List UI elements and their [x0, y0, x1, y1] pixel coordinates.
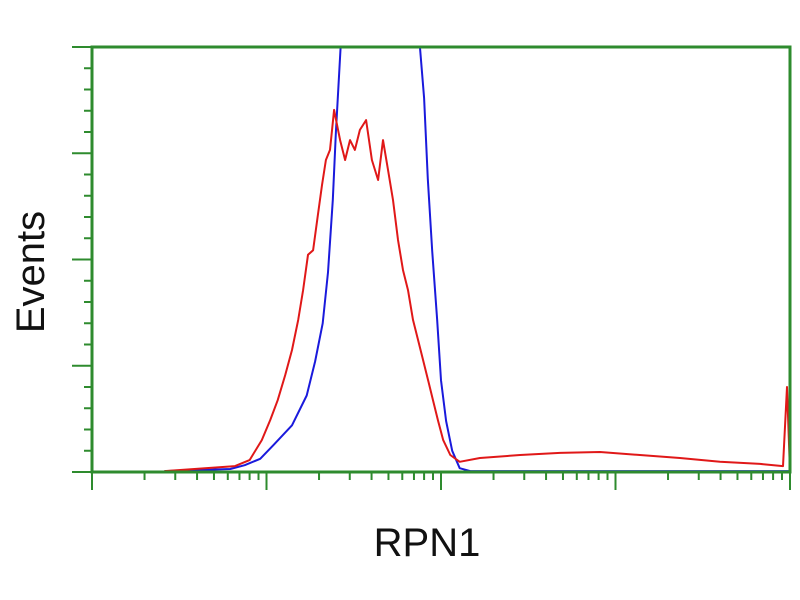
- plot-frame: [90, 45, 792, 474]
- series-line-blue: [164, 47, 790, 472]
- y-axis-label: Events: [9, 211, 53, 333]
- axis-ticks: [72, 46, 791, 490]
- x-axis-label: RPN1: [374, 521, 481, 565]
- series-group: [164, 47, 790, 472]
- series-line-red: [164, 108, 790, 472]
